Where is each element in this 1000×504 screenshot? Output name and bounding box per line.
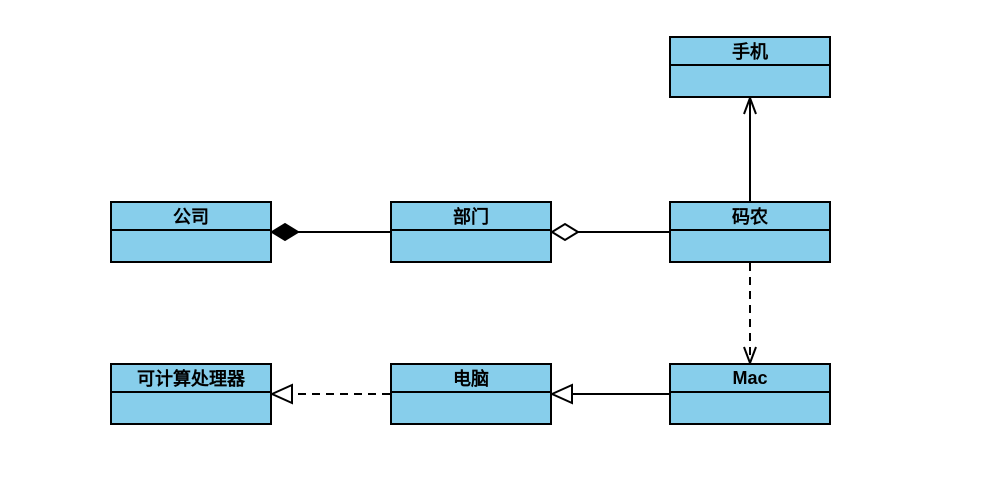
edge-computer-processor-realization: [272, 385, 390, 403]
class-node-mac: Mac: [669, 363, 831, 425]
class-node-phone: 手机: [669, 36, 831, 98]
class-body: [392, 393, 550, 425]
class-node-computer: 电脑: [390, 363, 552, 425]
class-body: [112, 393, 270, 425]
class-title: 可计算处理器: [112, 365, 270, 393]
class-title: 部门: [392, 203, 550, 231]
edge-coder-mac-dependency: [744, 263, 756, 363]
class-body: [392, 231, 550, 263]
uml-diagram: 公司 部门 码农 手机可计算处理器 电脑 Mac: [0, 0, 1000, 504]
class-node-dept: 部门: [390, 201, 552, 263]
class-node-company: 公司: [110, 201, 272, 263]
edge-coder-phone-association: [744, 98, 756, 201]
edge-company-dept-composition: [272, 224, 390, 240]
class-body: [671, 393, 829, 425]
class-node-coder: 码农: [669, 201, 831, 263]
class-title: 码农: [671, 203, 829, 231]
edge-dept-coder-aggregation: [552, 224, 669, 240]
class-node-processor: 可计算处理器: [110, 363, 272, 425]
class-body: [671, 66, 829, 98]
class-title: 公司: [112, 203, 270, 231]
class-title: Mac: [671, 365, 829, 393]
class-body: [671, 231, 829, 263]
class-title: 手机: [671, 38, 829, 66]
class-title: 电脑: [392, 365, 550, 393]
class-body: [112, 231, 270, 263]
edge-mac-computer-inheritance: [552, 385, 669, 403]
